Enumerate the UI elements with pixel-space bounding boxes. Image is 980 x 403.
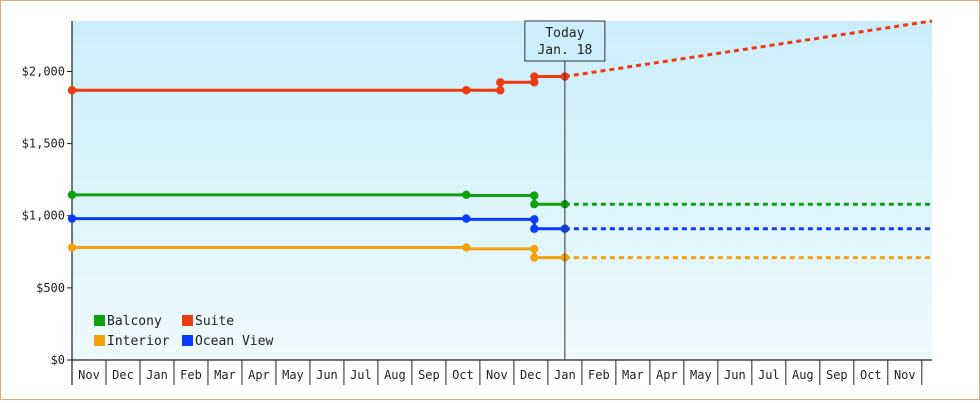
series-suite [67,19,933,95]
series-ocean-view [67,214,932,233]
legend-swatch-suite [182,315,193,326]
data-point-suite[interactable] [530,72,539,81]
x-tick-label: Jun [316,368,338,382]
x-tick-label: Oct [860,368,882,382]
data-point-balcony[interactable] [530,200,539,209]
data-point-ocean-view[interactable] [67,214,77,223]
x-tick-label: Nov [486,368,508,382]
x-tick-label: Dec [112,368,134,382]
x-tick-label: May [282,368,304,382]
x-tick-label: Feb [588,368,610,382]
y-tick-label: $1,500 [22,137,65,151]
x-tick-label: Nov [78,368,100,382]
series-line-interior [72,245,565,260]
data-point-balcony[interactable] [462,190,471,200]
legend-label-ocean-view: Ocean View [195,334,273,349]
data-point-suite[interactable] [496,78,505,87]
data-point-ocean-view[interactable] [530,224,539,233]
legend-swatch-balcony [94,315,105,326]
x-tick-label: May [690,368,712,382]
legend-label-interior: Interior [107,334,170,349]
series-line-balcony [72,193,565,206]
data-point-ocean-view[interactable] [530,215,539,224]
x-tick-label: Aug [384,368,406,382]
legend-label-balcony: Balcony [107,314,162,329]
today-label: Today [545,26,584,41]
today-date-label: Jan. 18 [537,43,592,58]
data-point-interior[interactable] [530,253,539,262]
x-tick-label: Feb [180,368,202,382]
x-tick-label: Mar [214,368,236,382]
data-point-balcony[interactable] [530,191,539,200]
data-point-suite[interactable] [462,86,471,95]
x-tick-label: Jul [350,368,372,382]
y-tick-label: $2,000 [22,64,65,78]
x-tick-label: Jun [724,368,746,382]
data-point-ocean-view[interactable] [462,214,471,223]
x-tick-label: Jul [758,368,780,382]
y-tick-label: $1,000 [22,209,65,223]
x-tick-label: Dec [520,368,542,382]
legend-swatch-ocean-view [182,335,193,346]
legend: Balcony Suite Interior Ocean View [94,314,273,349]
x-tick-label: Mar [622,368,644,382]
series-line-ocean-view [72,217,565,231]
data-point-suite[interactable] [67,86,77,95]
x-tick-label: Aug [792,368,814,382]
x-tick-label: Oct [452,368,474,382]
data-point-interior[interactable] [462,243,471,252]
x-tick-label: Sep [418,368,440,382]
legend-swatch-interior [94,335,105,346]
x-tick-label: Apr [248,368,270,382]
data-point-suite[interactable] [496,86,505,95]
data-point-interior[interactable] [530,244,539,254]
y-tick-label: $500 [36,281,65,295]
data-point-suite[interactable] [530,78,539,87]
today-label-box [524,20,606,62]
x-tick-label: Jan [146,368,168,382]
series-balcony [67,190,932,209]
x-tick-label: Nov [894,368,916,382]
x-tick-label: Jan [554,368,576,382]
data-point-interior[interactable] [67,243,77,252]
forecast-line-suite [564,19,933,79]
data-point-balcony[interactable] [67,190,77,200]
legend-label-suite: Suite [195,314,234,329]
x-tick-label: Sep [826,368,848,382]
y-tick-label: $0 [51,353,65,367]
plot-area [72,21,932,360]
x-tick-label: Apr [656,368,678,382]
